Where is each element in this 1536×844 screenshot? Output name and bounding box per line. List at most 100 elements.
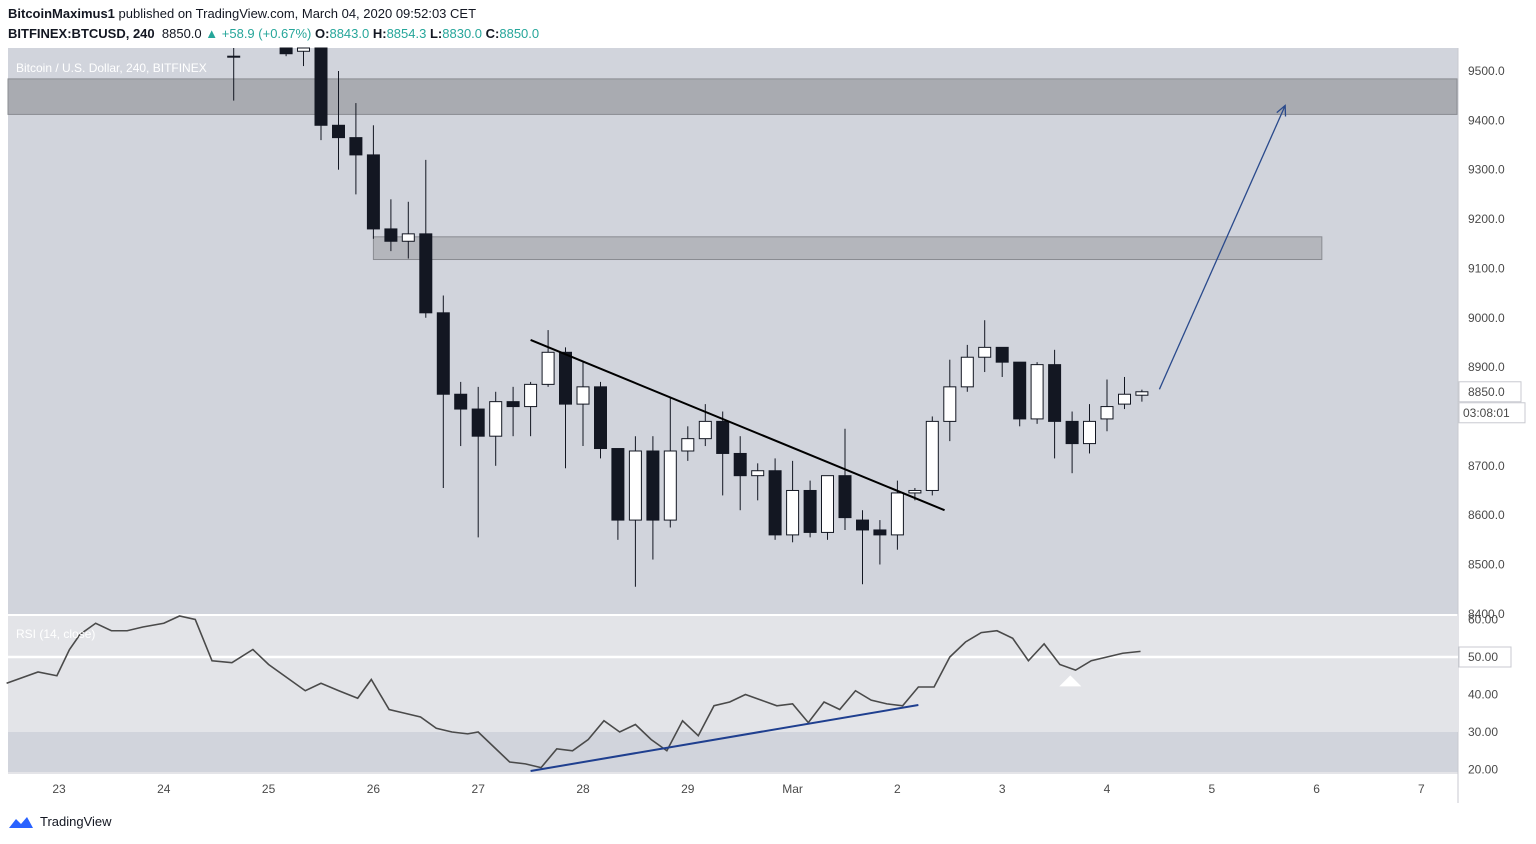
candle-body-bull (1135, 391, 1149, 396)
descending-trendline[interactable] (530, 339, 945, 512)
price-tick-label: 9000.0 (1468, 311, 1505, 325)
resistance-zone-upper[interactable] (7, 78, 1458, 115)
candle-body-bear (1048, 364, 1062, 422)
candle (733, 436, 747, 511)
candle (786, 460, 800, 543)
time-tick-label: 28 (576, 782, 590, 796)
candle (890, 480, 904, 550)
price-legend: Bitcoin / U.S. Dollar, 240, BITFINEX (16, 61, 207, 75)
candle (716, 411, 730, 496)
price-tick-label: 9100.0 (1468, 261, 1505, 275)
price-tick-label: 8400.0 (1468, 607, 1505, 621)
candle (960, 344, 974, 392)
open-label: O: (315, 26, 330, 41)
price-tick-label: 8600.0 (1468, 508, 1505, 522)
candle (1082, 404, 1096, 454)
rsi-tick-label: 20.00 (1468, 763, 1498, 777)
rsi-tick-label: 40.00 (1468, 688, 1498, 702)
candle (768, 458, 782, 540)
time-tick-label: 25 (262, 782, 276, 796)
rsi-legend: RSI (14, close) (16, 627, 95, 641)
price-tick-label: 8700.0 (1468, 459, 1505, 473)
last-price-tag (1458, 381, 1522, 403)
footer-brand[interactable]: TradingView (40, 814, 112, 829)
candle-body-bear (349, 137, 363, 156)
candle-body-bull (978, 346, 992, 358)
candle-body-bear (716, 420, 730, 454)
change-up-icon: ▲ (205, 26, 219, 41)
candle (506, 386, 520, 437)
candle-body-bear (1065, 420, 1079, 445)
price-panel-bg (8, 48, 1458, 615)
candle (1100, 379, 1114, 432)
candle-body-bear (803, 489, 817, 533)
published-text: published on TradingView.com, March 04, … (118, 6, 477, 21)
rsi-divergence-line[interactable] (530, 704, 919, 772)
low-value: 8830.0 (442, 26, 483, 41)
candle (296, 47, 310, 67)
footer: TradingView (8, 814, 112, 829)
low-label: L: (429, 26, 443, 41)
candle-body-bear (594, 386, 608, 450)
close-label: C: (485, 26, 500, 41)
candle (401, 201, 415, 259)
candle (838, 428, 852, 530)
publish-info: BitcoinMaximus1 published on TradingView… (8, 6, 476, 21)
price-tick-label: 9400.0 (1468, 113, 1505, 127)
candle-body-bear (768, 470, 782, 536)
candle (349, 103, 363, 195)
price-tick-label: 8900.0 (1468, 360, 1505, 374)
candle (943, 359, 957, 442)
last-price-tag-text: 8850.0 (1468, 385, 1505, 399)
candle (663, 396, 677, 528)
candle (279, 47, 293, 57)
time-tick-label: 29 (681, 782, 695, 796)
candle-body-bear (436, 312, 450, 395)
candle (332, 71, 346, 170)
candle (227, 48, 241, 101)
candle-body-bull (541, 351, 555, 385)
candle-body-bear (419, 233, 433, 314)
candle (471, 386, 485, 538)
candle (751, 463, 765, 501)
candle (1030, 362, 1044, 424)
candle (611, 448, 625, 540)
candle (1135, 389, 1149, 402)
candle (314, 47, 328, 141)
time-tick-label: 7 (1418, 782, 1425, 796)
time-tick-label: 5 (1208, 782, 1215, 796)
rsi-tick-label: 60.00 (1468, 613, 1498, 627)
candle-body-bull (943, 386, 957, 422)
rsi-marker-icon (1059, 675, 1082, 687)
high-label: H: (372, 26, 387, 41)
candle (454, 381, 468, 447)
candle (576, 362, 590, 447)
candle-body-bull (1030, 364, 1044, 420)
candle-body-bear (558, 351, 572, 405)
projection-arrow[interactable] (1158, 105, 1286, 390)
tradingview-logo-icon (9, 816, 33, 828)
candle-body-bear (733, 452, 747, 477)
time-tick-label: 27 (472, 782, 486, 796)
candle-body-bull (401, 233, 415, 242)
candle-body-bear (506, 401, 520, 408)
candle (489, 391, 503, 466)
candle-body-bull (1100, 406, 1114, 420)
candle-body-bull (960, 356, 974, 388)
candle (524, 381, 538, 437)
candle (419, 159, 433, 318)
candle-body-bear (873, 529, 887, 536)
candle (541, 330, 555, 387)
close-value: 8850.0 (499, 26, 540, 41)
resistance-zone-lower[interactable] (372, 236, 1323, 261)
candle-body-bull (908, 489, 922, 494)
candle-body-bull (890, 492, 904, 536)
candle-body-bear (1013, 361, 1027, 420)
price-tick-label: 9500.0 (1468, 64, 1505, 78)
countdown-tag (1458, 402, 1526, 424)
candle-body-bull (628, 450, 642, 521)
candle (856, 510, 870, 585)
author-name[interactable]: BitcoinMaximus1 (8, 6, 115, 21)
candle-body-bear (366, 154, 380, 230)
